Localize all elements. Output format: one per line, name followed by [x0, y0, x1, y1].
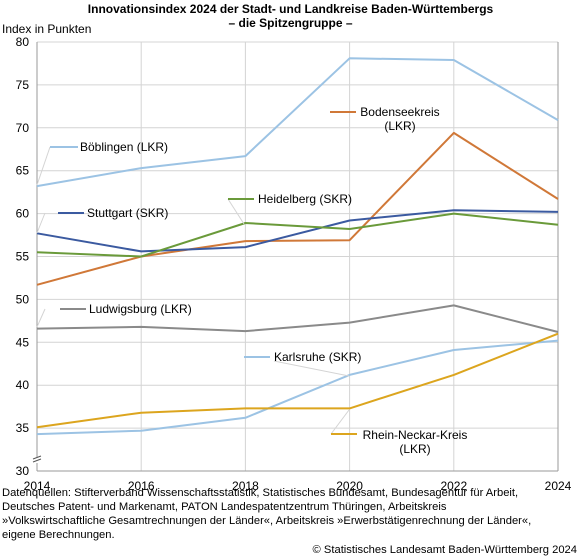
chart-title-line1: Innovationsindex 2024 der Stadt- und Lan…: [87, 2, 494, 16]
series-label: (LKR): [384, 119, 415, 133]
y-tick-label: 50: [16, 292, 30, 306]
source-line2: Deutsches Patent- und Markenamt, PATON L…: [2, 501, 447, 513]
series-line: [36, 209, 559, 253]
chart-annotations: Böblingen (LKR)Bodenseekreis(LKR)Stuttga…: [36, 105, 468, 456]
x-tick-label: 2024: [545, 479, 572, 493]
series-line: [36, 57, 559, 188]
y-axis-label: Index in Punkten: [2, 22, 92, 36]
source-line1: Datenquellen: Stifterverband Wissenschaf…: [2, 487, 519, 499]
label-leader-line: [227, 198, 245, 225]
series-line: [36, 339, 559, 436]
chart-title-line2: – die Spitzengruppe –: [228, 16, 353, 30]
source-note: Datenquellen: Stifterverband Wissenschaf…: [2, 486, 579, 542]
y-tick-label: 75: [16, 78, 30, 92]
y-tick-label: 40: [16, 378, 30, 392]
y-tick-label: 80: [16, 35, 30, 49]
x-tick-label: 2022: [440, 479, 467, 493]
y-tick-label: 70: [16, 121, 30, 135]
axis-break-marker: [32, 455, 42, 463]
y-tick-label: 65: [16, 164, 30, 178]
series-label: Heidelberg (SKR): [258, 192, 352, 206]
chart-series: [36, 57, 559, 436]
y-tick-label: 30: [16, 464, 30, 478]
series-label: Rhein-Neckar-Kreis: [363, 428, 468, 442]
y-tick-label: 55: [16, 250, 30, 264]
series-label: Ludwigsburg (LKR): [89, 302, 192, 316]
copyright: © Statistisches Landesamt Baden-Württemb…: [312, 544, 577, 556]
source-line4: eigene Berechnungen.: [2, 529, 115, 541]
chart-title: Innovationsindex 2024 der Stadt- und Lan…: [0, 2, 581, 30]
y-tick-label: 45: [16, 335, 30, 349]
x-tick-label: 2014: [24, 479, 51, 493]
series-label: Bodenseekreis: [360, 105, 439, 119]
source-line3: »Volkswirtschaftliche Gesamtrechnungen d…: [2, 515, 532, 527]
series-label: Karlsruhe (SKR): [274, 350, 361, 364]
series-line: [36, 212, 559, 258]
series-label: Stuttgart (SKR): [87, 206, 168, 220]
y-tick-label: 35: [16, 421, 30, 435]
series-label: (LKR): [399, 442, 430, 456]
series-line: [36, 304, 559, 333]
series-label: Böblingen (LKR): [80, 140, 168, 154]
series-line: [36, 332, 559, 429]
x-tick-label: 2016: [128, 479, 155, 493]
series-line: [36, 131, 559, 286]
label-leader-line: [273, 360, 350, 377]
x-tick-label: 2020: [336, 479, 363, 493]
label-leader-line: [36, 308, 46, 328]
label-leader-line: [36, 146, 51, 186]
x-tick-label: 2018: [232, 479, 259, 493]
chart-axes: 30 35 40 45 50 55 60 65 70 75 80 2014 2016 2018 2020 20…: [16, 35, 572, 493]
label-leader-line: [36, 212, 46, 234]
y-tick-label: 60: [16, 207, 30, 221]
label-leader-line: [330, 409, 350, 435]
